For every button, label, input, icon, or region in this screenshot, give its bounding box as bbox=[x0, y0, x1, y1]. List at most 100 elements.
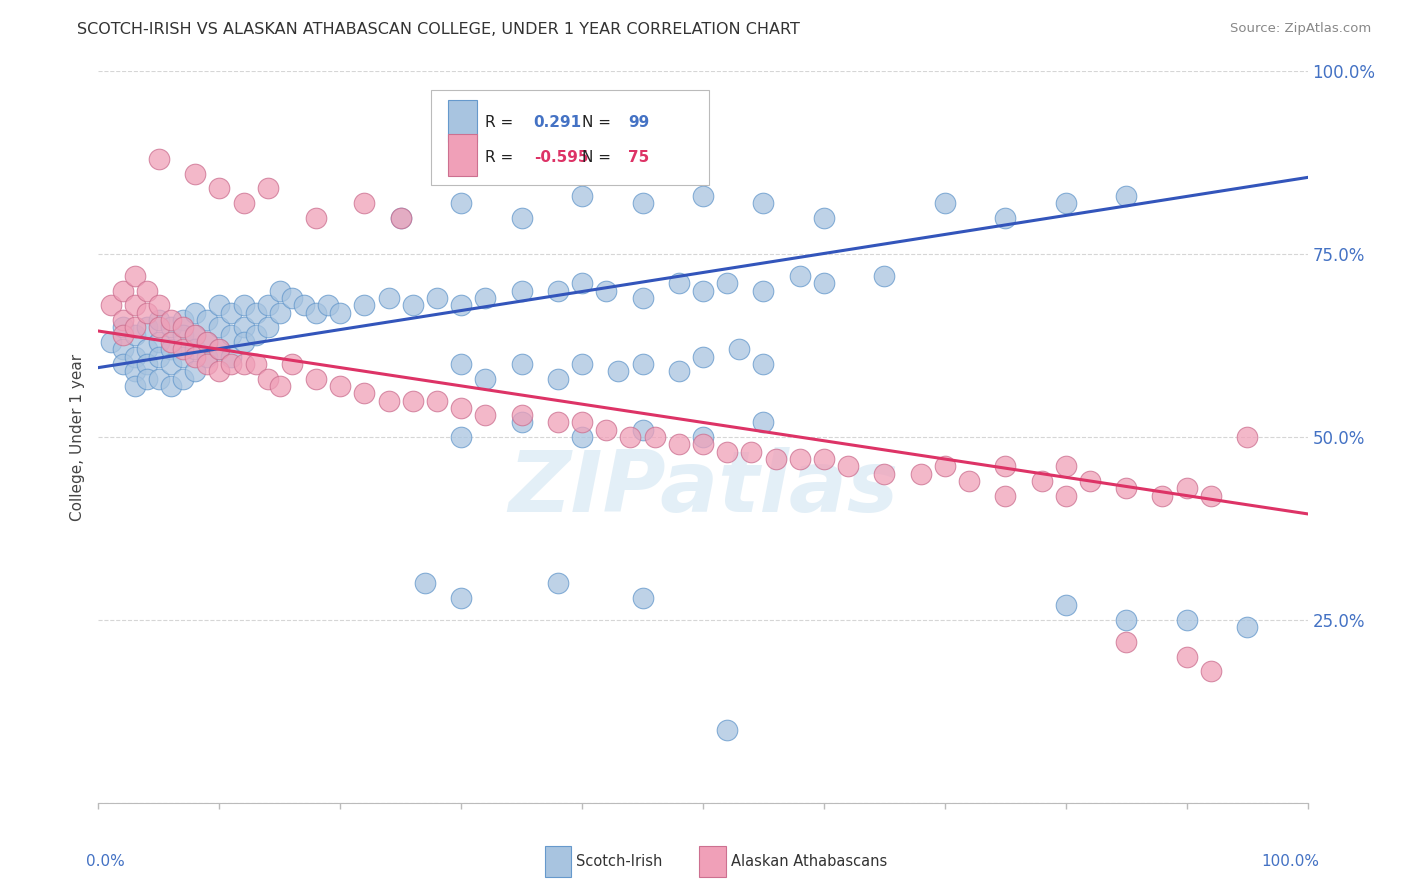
Point bbox=[135, 371, 157, 385]
Point bbox=[353, 386, 375, 401]
Point bbox=[450, 401, 472, 415]
Point bbox=[450, 298, 472, 312]
Point bbox=[631, 196, 654, 211]
Point bbox=[316, 298, 339, 312]
Point bbox=[631, 357, 654, 371]
Point bbox=[195, 334, 218, 349]
Point bbox=[571, 416, 593, 430]
Point bbox=[377, 291, 399, 305]
Text: 0.0%: 0.0% bbox=[86, 854, 125, 869]
Point bbox=[644, 430, 666, 444]
Point bbox=[1054, 459, 1077, 474]
Point bbox=[221, 306, 243, 320]
Point bbox=[172, 327, 194, 342]
Point bbox=[728, 343, 751, 357]
Point bbox=[934, 459, 956, 474]
Point bbox=[100, 298, 122, 312]
Point bbox=[111, 320, 134, 334]
Point bbox=[221, 327, 243, 342]
Point bbox=[245, 357, 267, 371]
Point bbox=[184, 306, 207, 320]
Point bbox=[1115, 635, 1137, 649]
Point bbox=[111, 313, 134, 327]
Point bbox=[402, 393, 425, 408]
Point bbox=[716, 444, 738, 458]
Point bbox=[245, 327, 267, 342]
Point bbox=[426, 291, 449, 305]
Point bbox=[668, 277, 690, 291]
Point bbox=[124, 320, 146, 334]
Text: Scotch-Irish: Scotch-Irish bbox=[576, 854, 662, 869]
Point bbox=[837, 459, 859, 474]
Point bbox=[957, 474, 980, 488]
Point bbox=[172, 350, 194, 364]
Point bbox=[111, 343, 134, 357]
Point bbox=[813, 211, 835, 225]
Point bbox=[135, 320, 157, 334]
Point bbox=[208, 343, 231, 357]
Point bbox=[595, 423, 617, 437]
Point bbox=[631, 291, 654, 305]
Point bbox=[474, 371, 496, 385]
Point bbox=[450, 196, 472, 211]
FancyBboxPatch shape bbox=[432, 90, 709, 185]
Point bbox=[184, 343, 207, 357]
Point bbox=[813, 277, 835, 291]
Point bbox=[148, 152, 170, 166]
Point bbox=[148, 298, 170, 312]
Point bbox=[716, 277, 738, 291]
Point bbox=[160, 334, 183, 349]
Text: -0.595: -0.595 bbox=[534, 150, 588, 165]
Point bbox=[172, 343, 194, 357]
Point bbox=[1199, 489, 1222, 503]
Point bbox=[547, 416, 569, 430]
Point bbox=[135, 343, 157, 357]
Point bbox=[111, 284, 134, 298]
Point bbox=[292, 298, 315, 312]
Point bbox=[232, 320, 254, 334]
Point bbox=[752, 284, 775, 298]
Point bbox=[510, 416, 533, 430]
Point bbox=[256, 371, 278, 385]
Text: 100.0%: 100.0% bbox=[1261, 854, 1320, 869]
Point bbox=[353, 196, 375, 211]
Point bbox=[208, 320, 231, 334]
Point bbox=[124, 269, 146, 284]
Point bbox=[389, 211, 412, 225]
Point bbox=[547, 284, 569, 298]
Point bbox=[547, 576, 569, 591]
Point bbox=[994, 459, 1017, 474]
Point bbox=[510, 211, 533, 225]
Point bbox=[160, 357, 183, 371]
Point bbox=[124, 327, 146, 342]
Point bbox=[631, 591, 654, 605]
Point bbox=[208, 181, 231, 195]
Point bbox=[402, 298, 425, 312]
Point bbox=[1054, 196, 1077, 211]
Y-axis label: College, Under 1 year: College, Under 1 year bbox=[70, 353, 86, 521]
Point bbox=[873, 467, 896, 481]
Point bbox=[910, 467, 932, 481]
Point bbox=[994, 489, 1017, 503]
Point bbox=[1152, 489, 1174, 503]
Point bbox=[184, 327, 207, 342]
Point bbox=[135, 357, 157, 371]
Text: N =: N = bbox=[582, 115, 616, 130]
Point bbox=[124, 379, 146, 393]
Point bbox=[232, 196, 254, 211]
Point bbox=[389, 211, 412, 225]
Point bbox=[692, 350, 714, 364]
Point bbox=[221, 350, 243, 364]
Point bbox=[305, 211, 328, 225]
Point bbox=[752, 357, 775, 371]
Point bbox=[221, 357, 243, 371]
Point bbox=[668, 364, 690, 378]
Point bbox=[124, 364, 146, 378]
Point bbox=[595, 284, 617, 298]
Point bbox=[426, 393, 449, 408]
Point bbox=[510, 408, 533, 422]
Point bbox=[184, 364, 207, 378]
Point bbox=[232, 357, 254, 371]
Point bbox=[1078, 474, 1101, 488]
Point bbox=[474, 408, 496, 422]
